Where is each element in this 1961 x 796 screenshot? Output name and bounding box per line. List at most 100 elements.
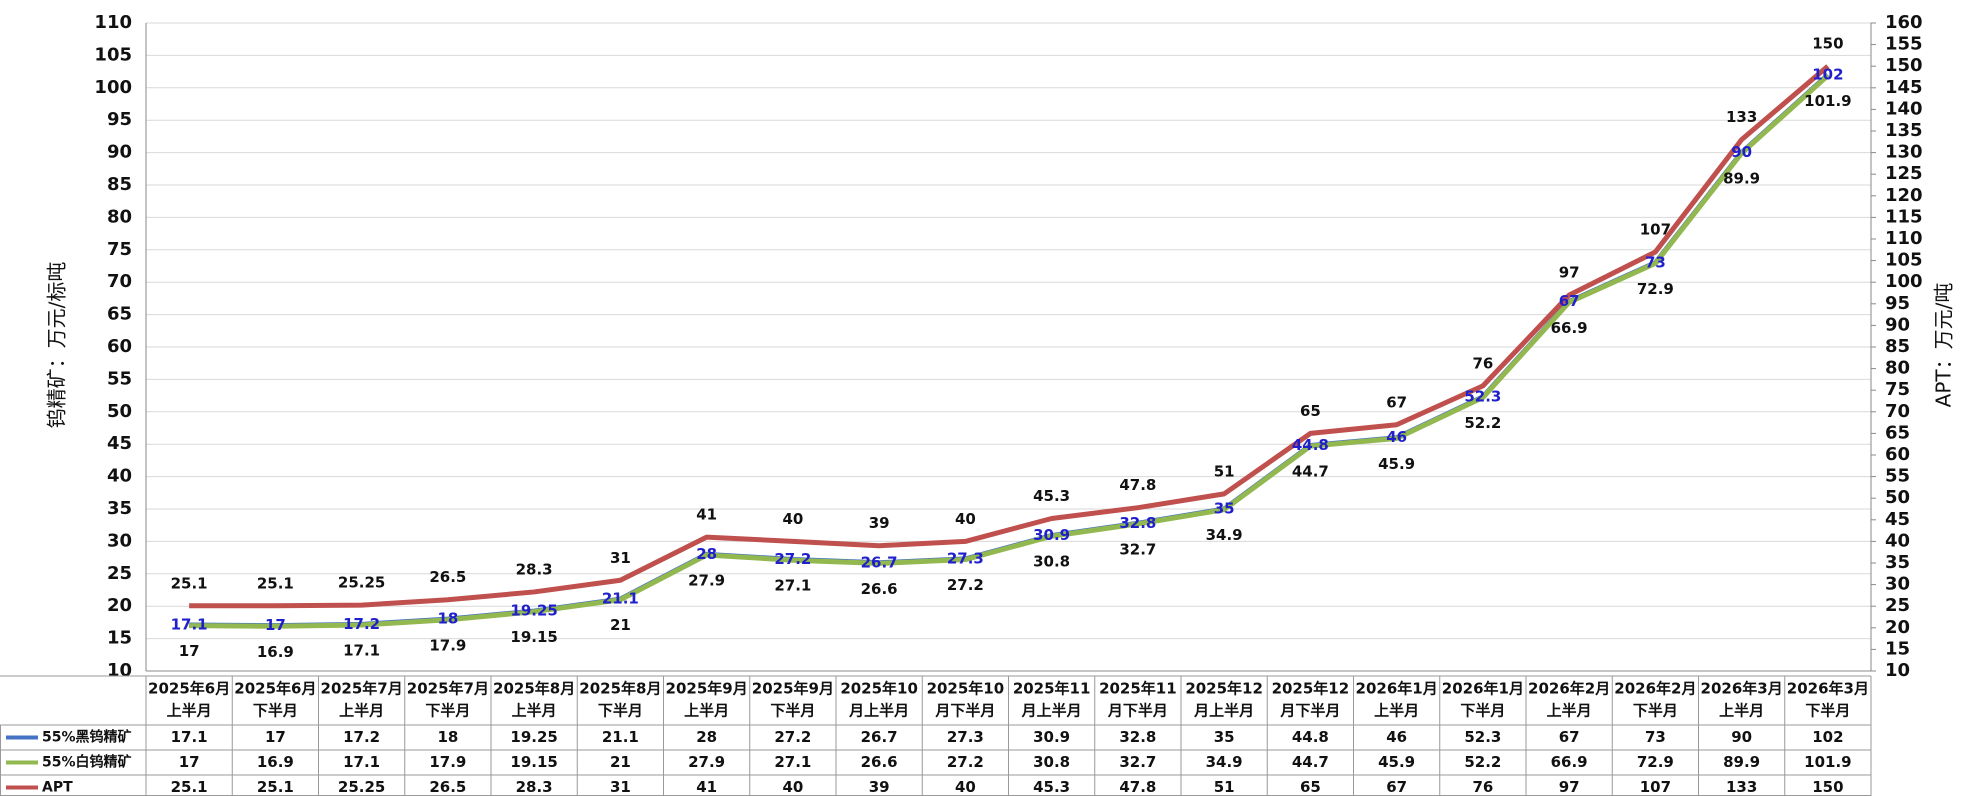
data-label: 67 [1559, 292, 1580, 310]
data-label: 21.1 [602, 590, 639, 608]
table-cell: 40 [955, 778, 976, 796]
table-cell: 27.1 [774, 753, 811, 771]
x-tick-label: 2025年10 [927, 680, 1005, 698]
data-label: 133 [1726, 108, 1757, 126]
y-tick-label: 105 [94, 44, 132, 65]
y-tick-label: 40 [107, 466, 132, 487]
table-cell: 18 [437, 728, 458, 746]
x-tick-label: 下半月 [1633, 702, 1678, 720]
x-tick-label: 月下半月 [1279, 702, 1340, 720]
y2-tick-label: 20 [1885, 617, 1910, 638]
y-tick-label: 35 [107, 498, 132, 519]
table-cell: 17.2 [343, 728, 380, 746]
table-cell: 67 [1386, 778, 1407, 796]
table-cell: 27.3 [947, 728, 984, 746]
table-cell: 52.3 [1464, 728, 1501, 746]
y-tick-label: 30 [107, 530, 132, 551]
data-label: 17.1 [343, 641, 380, 659]
x-tick-label: 月下半月 [934, 702, 995, 720]
y-tick-label: 70 [107, 271, 132, 292]
table-cell: 45.3 [1033, 778, 1070, 796]
data-label: 27.1 [774, 577, 811, 595]
data-label: 27.3 [947, 549, 984, 567]
x-tick-label: 月下半月 [1107, 702, 1168, 720]
y-tick-label: 10 [107, 660, 132, 681]
x-tick-label: 2025年12 [1272, 680, 1350, 698]
x-tick-label: 下半月 [598, 702, 643, 720]
y2-tick-label: 135 [1885, 120, 1923, 141]
y-tick-label: 50 [107, 401, 132, 422]
table-cell: 17.1 [343, 753, 380, 771]
table-cell: 35 [1214, 728, 1235, 746]
table-cell: 17.9 [429, 753, 466, 771]
table-cell: 45.9 [1378, 753, 1415, 771]
y2-tick-label: 80 [1885, 358, 1910, 379]
table-cell: 40 [782, 778, 803, 796]
table-cell: 46 [1386, 728, 1407, 746]
table-cell: 17.1 [171, 728, 208, 746]
data-label: 34.9 [1206, 526, 1243, 544]
y-tick-label: 45 [107, 433, 132, 454]
x-tick-label: 下半月 [425, 702, 470, 720]
data-label: 44.8 [1292, 436, 1329, 454]
table-cell: 27.2 [774, 728, 811, 746]
x-tick-label: 2025年11 [1099, 680, 1177, 698]
y-tick-label: 80 [107, 206, 132, 227]
x-tick-label: 2026年2月 [1614, 680, 1696, 698]
y2-tick-label: 25 [1885, 595, 1910, 616]
data-label: 41 [696, 506, 717, 524]
data-label: 25.1 [171, 574, 208, 592]
y-axis-title: 钨精矿：万元/标吨 [45, 262, 69, 429]
x-tick-label: 月上半月 [1193, 702, 1254, 720]
data-label: 40 [782, 510, 803, 528]
data-label: 32.8 [1119, 514, 1156, 532]
x-tick-label: 2026年3月 [1701, 680, 1783, 698]
x-tick-label: 上半月 [1719, 702, 1764, 720]
data-label: 51 [1214, 462, 1235, 480]
data-label: 89.9 [1723, 170, 1760, 188]
y2-tick-label: 155 [1885, 34, 1923, 55]
table-cell: 101.9 [1804, 753, 1851, 771]
x-tick-label: 2025年11 [1013, 680, 1091, 698]
y2-tick-label: 95 [1885, 293, 1910, 314]
data-label: 18 [437, 610, 458, 628]
table-cell: 21 [610, 753, 631, 771]
y2-tick-label: 40 [1885, 530, 1910, 551]
data-label: 35 [1214, 500, 1235, 518]
y2-tick-label: 75 [1885, 379, 1910, 400]
x-tick-label: 2025年9月 [752, 680, 834, 698]
x-tick-label: 下半月 [770, 702, 815, 720]
data-label: 25.25 [338, 574, 385, 592]
table-cell: 90 [1731, 728, 1752, 746]
data-label: 31 [610, 549, 631, 567]
data-label: 40 [955, 510, 976, 528]
data-label: 97 [1559, 264, 1580, 282]
y-tick-label: 60 [107, 336, 132, 357]
x-tick-label: 上半月 [512, 702, 557, 720]
table-cell: 28 [696, 728, 717, 746]
table-cell: 17 [265, 728, 286, 746]
table-cell: 44.7 [1292, 753, 1329, 771]
y2-tick-label: 90 [1885, 314, 1910, 335]
table-cell: 102 [1812, 728, 1843, 746]
y2-tick-label: 35 [1885, 552, 1910, 573]
table-cell: 25.25 [338, 778, 385, 796]
y-tick-label: 90 [107, 142, 132, 163]
data-label: 27.2 [947, 576, 984, 594]
x-tick-label: 上半月 [167, 702, 212, 720]
data-label: 17.1 [171, 615, 208, 633]
table-cell: 51 [1214, 778, 1235, 796]
x-tick-label: 2026年3月 [1787, 680, 1869, 698]
x-tick-label: 上半月 [1547, 702, 1592, 720]
x-tick-label: 下半月 [1805, 702, 1850, 720]
y-tick-label: 110 [94, 12, 132, 33]
data-label: 47.8 [1119, 476, 1156, 494]
legend-label: APT [42, 780, 73, 796]
y-tick-label: 75 [107, 239, 132, 260]
data-label: 67 [1386, 393, 1407, 411]
data-label: 72.9 [1637, 280, 1674, 298]
y2-tick-label: 55 [1885, 466, 1910, 487]
y2-tick-label: 100 [1885, 271, 1923, 292]
x-tick-label: 2025年8月 [493, 680, 575, 698]
data-label: 73 [1645, 253, 1666, 271]
